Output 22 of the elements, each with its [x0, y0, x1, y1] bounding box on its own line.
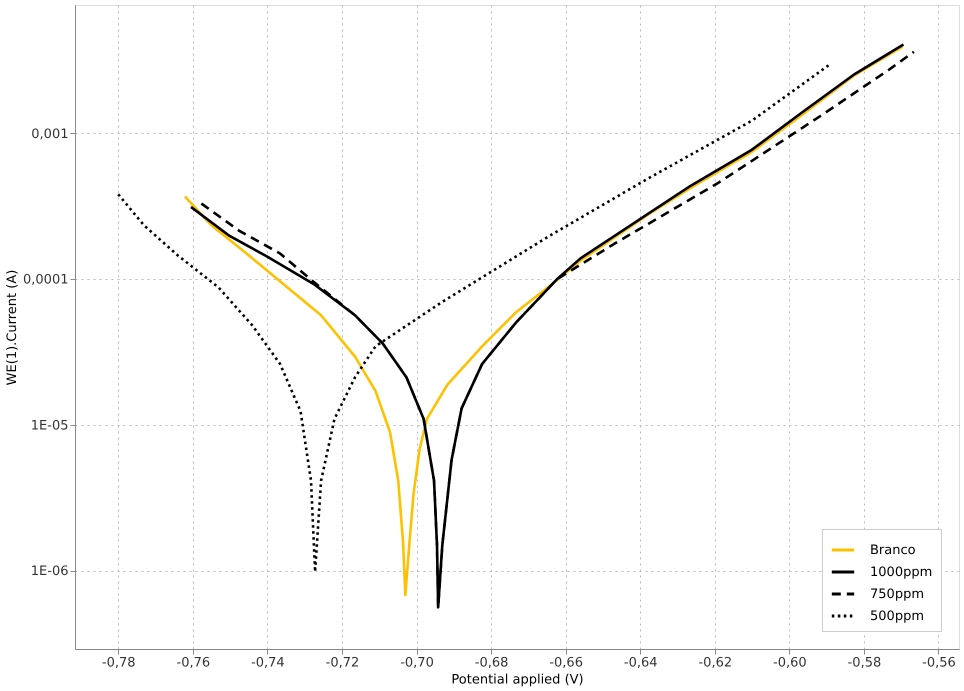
y-tick-label: 0,001	[31, 126, 68, 142]
y-tick-label: 1E-05	[30, 418, 68, 434]
legend-label: 500ppm	[870, 609, 924, 624]
x-tick-label: -0,60	[773, 656, 807, 670]
x-tick-label: -0,70	[400, 656, 434, 670]
x-tick-label: -0,56	[922, 656, 956, 670]
y-axis-title: WE(1).Current (A)	[5, 270, 20, 386]
x-tick-label: -0,68	[474, 656, 508, 670]
x-tick-label: -0,64	[624, 656, 658, 670]
x-tick-label: -0,62	[698, 656, 732, 670]
x-tick-label: -0,78	[102, 656, 136, 670]
legend-label: Branco	[870, 543, 916, 558]
x-axis-title: Potential applied (V)	[451, 672, 584, 688]
legend-label: 750ppm	[870, 587, 924, 602]
x-tick-label: -0,58	[848, 656, 882, 670]
x-tick-label: -0,72	[326, 656, 360, 670]
y-tick-label: 1E-06	[30, 564, 68, 580]
y-tick-label: 0,0001	[23, 272, 68, 288]
x-tick-label: -0,66	[549, 656, 583, 670]
x-tick-label: -0,76	[176, 656, 210, 670]
x-tick-label: -0,74	[251, 656, 285, 670]
legend-label: 1000ppm	[870, 565, 932, 580]
